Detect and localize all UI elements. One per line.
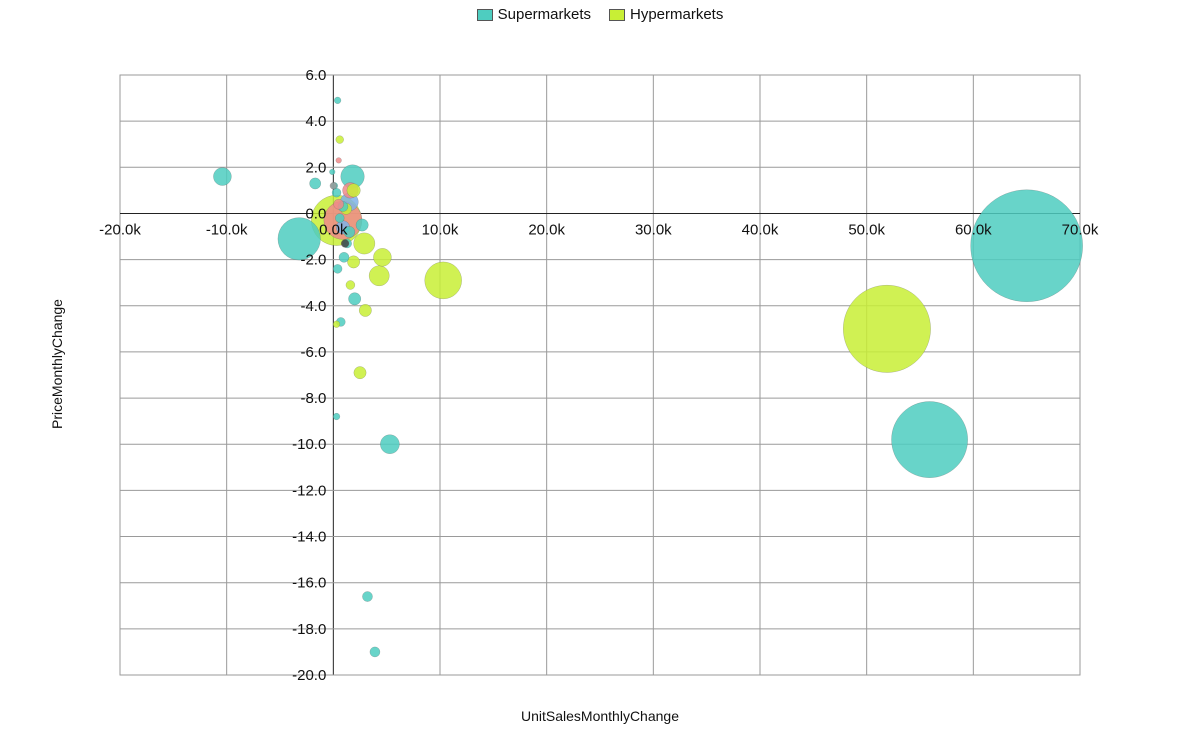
bubble-hypermarkets[interactable] bbox=[358, 303, 372, 317]
bubble-unlabeled[interactable] bbox=[335, 157, 342, 164]
bubble-hypermarkets[interactable] bbox=[843, 284, 931, 373]
bubble-hypermarkets[interactable] bbox=[353, 232, 376, 255]
bubble-hypermarkets[interactable] bbox=[335, 135, 344, 144]
bubble-supermarkets[interactable] bbox=[369, 646, 381, 658]
bubble-hypermarkets[interactable] bbox=[368, 265, 390, 287]
y-tick-label: -14.0 bbox=[292, 529, 326, 546]
bubble-supermarkets[interactable] bbox=[333, 96, 342, 104]
legend-label-hypermarkets: Hypermarkets bbox=[630, 6, 724, 23]
y-tick-label: -2.0 bbox=[300, 252, 326, 269]
plot-frame bbox=[119, 74, 1081, 676]
bubble-hypermarkets[interactable] bbox=[373, 248, 392, 267]
bubble-hypermarkets[interactable] bbox=[346, 183, 361, 198]
x-tick-label: 10.0k bbox=[422, 221, 459, 238]
bubble-hypermarkets[interactable] bbox=[353, 366, 367, 380]
x-tick-label: 70.0k bbox=[1062, 221, 1099, 238]
y-axis-title: PriceMonthlyChange bbox=[49, 299, 65, 429]
bubble-supermarkets[interactable] bbox=[309, 177, 322, 190]
legend-swatch-supermarkets bbox=[476, 8, 493, 21]
legend-label-supermarkets: Supermarkets bbox=[497, 6, 591, 23]
chart-legend: Supermarkets Hypermarkets bbox=[0, 6, 1200, 23]
x-tick-label: -10.0k bbox=[206, 221, 248, 238]
bubble-supermarkets[interactable] bbox=[343, 226, 356, 238]
bubble-supermarkets[interactable] bbox=[331, 187, 342, 198]
y-tick-label: -18.0 bbox=[292, 621, 326, 638]
bubble-supermarkets[interactable] bbox=[332, 412, 341, 421]
bubble-supermarkets[interactable] bbox=[329, 168, 336, 175]
x-tick-label: 0.0k bbox=[319, 221, 348, 238]
y-tick-label: -6.0 bbox=[300, 344, 326, 361]
bubble-hypermarkets[interactable] bbox=[424, 261, 462, 300]
bubble-supermarkets[interactable] bbox=[277, 217, 321, 261]
bubble-unlabeled[interactable] bbox=[333, 198, 344, 210]
bubble-supermarkets[interactable] bbox=[338, 252, 350, 263]
bubble-layer bbox=[213, 96, 1083, 658]
bubble-supermarkets[interactable] bbox=[332, 264, 343, 274]
tick-label-layer: -20.0k -10.0k 0.0k 10.0k 20.0k 30.0k 40.0k 50.0… bbox=[99, 67, 1099, 684]
y-tick-label: -16.0 bbox=[292, 575, 326, 592]
x-tick-label: 20.0k bbox=[528, 221, 565, 238]
y-tick-label: 4.0 bbox=[305, 113, 326, 130]
y-tick-label: -20.0 bbox=[292, 667, 326, 684]
bubble-unlabeled[interactable] bbox=[329, 182, 337, 190]
bubble-supermarkets[interactable] bbox=[891, 401, 968, 478]
bubble-hypermarkets[interactable] bbox=[332, 320, 341, 328]
bubble-supermarkets[interactable] bbox=[380, 434, 400, 455]
grid-layer bbox=[119, 74, 1081, 676]
legend-item-hypermarkets[interactable]: Hypermarkets bbox=[609, 6, 723, 23]
bubble-supermarkets[interactable] bbox=[335, 213, 345, 223]
bubble-supermarkets[interactable] bbox=[348, 292, 362, 306]
y-tick-label: -10.0 bbox=[292, 436, 326, 453]
x-tick-label: 50.0k bbox=[848, 221, 885, 238]
bubble-supermarkets[interactable] bbox=[355, 218, 369, 232]
x-axis-title: UnitSalesMonthlyChange bbox=[521, 708, 679, 724]
y-tick-label: 0.0 bbox=[305, 205, 326, 222]
bubble-supermarkets[interactable] bbox=[970, 189, 1083, 303]
x-tick-label: 30.0k bbox=[635, 221, 672, 238]
legend-swatch-hypermarkets bbox=[609, 8, 625, 21]
bubble-hypermarkets[interactable] bbox=[345, 280, 356, 290]
bubble-hypermarkets[interactable] bbox=[347, 255, 361, 269]
y-tick-label: 6.0 bbox=[305, 67, 326, 84]
bubble-supermarkets[interactable] bbox=[213, 167, 232, 186]
x-tick-label: 40.0k bbox=[742, 221, 779, 238]
y-tick-label: -4.0 bbox=[300, 298, 326, 315]
x-tick-label: -20.0k bbox=[99, 221, 141, 238]
bubble-unlabeled[interactable] bbox=[340, 239, 350, 248]
y-tick-label: -12.0 bbox=[292, 482, 326, 499]
y-tick-label: 2.0 bbox=[305, 159, 326, 176]
bubble-supermarkets[interactable] bbox=[362, 591, 373, 602]
x-tick-label: 60.0k bbox=[955, 221, 992, 238]
y-tick-label: -8.0 bbox=[300, 390, 326, 407]
legend-item-supermarkets[interactable]: Supermarkets bbox=[476, 6, 591, 23]
